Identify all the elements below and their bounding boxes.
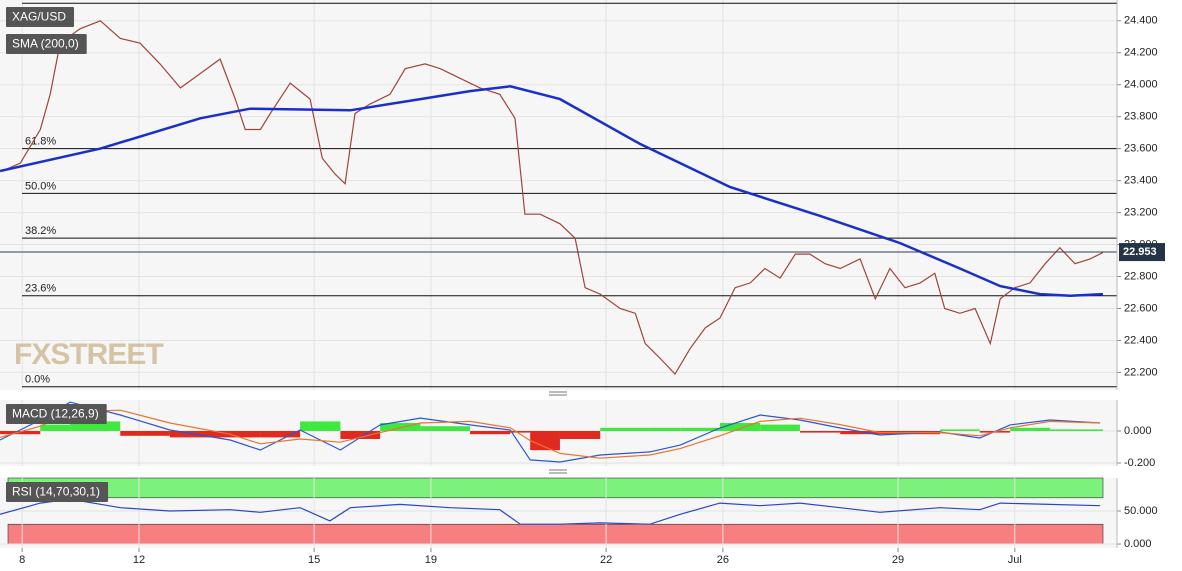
x-tick-label: 26 <box>717 554 729 566</box>
y-tick-label: 0.000 <box>1124 425 1152 437</box>
rsi-zone <box>7 477 1104 499</box>
histogram-bar <box>380 423 421 432</box>
plot-area <box>0 0 1117 390</box>
y-tick-label: 24.000 <box>1124 79 1158 91</box>
y-tick-label: 24.200 <box>1124 47 1158 59</box>
indicator-line <box>0 409 1101 459</box>
x-tick-label: Jul <box>1008 554 1022 566</box>
fib-label: 100.0% <box>25 0 63 2</box>
histogram-bar <box>420 426 471 432</box>
histogram-bar <box>680 427 720 432</box>
y-tick-label: 23.400 <box>1124 175 1158 187</box>
y-tick-label: -0.200 <box>1124 457 1155 469</box>
indicator-title-box <box>6 404 107 424</box>
x-tick-label: 12 <box>133 554 145 566</box>
x-tick-label: 15 <box>308 554 320 566</box>
histogram-bar <box>559 431 601 439</box>
histogram-bar <box>300 421 341 432</box>
y-tick-label: 0.000 <box>1124 538 1152 550</box>
indicator-line <box>0 401 1101 463</box>
legend-entry: XAG/USD <box>6 7 75 27</box>
fib-label: 0.0% <box>25 374 50 386</box>
watermark: FXSTREET <box>14 338 163 371</box>
x-tick-label: 29 <box>892 554 904 566</box>
histogram-bar <box>760 424 800 432</box>
indicator-line <box>0 498 1101 525</box>
y-tick-label: 24.400 <box>1124 15 1158 27</box>
histogram-bar <box>940 429 980 432</box>
y-tick-label: 22.600 <box>1124 302 1158 314</box>
price-line <box>2 20 1104 375</box>
histogram-bar <box>120 431 170 436</box>
y-tick-label: 22.400 <box>1124 334 1158 346</box>
y-tick-label: 22.800 <box>1124 270 1158 282</box>
last-price-tag <box>1119 243 1165 262</box>
histogram-bar <box>799 431 841 433</box>
y-tick-label: 23.800 <box>1124 111 1158 123</box>
indicator-title: MACD (12,26,9) <box>6 404 107 424</box>
x-tick-label: 19 <box>425 554 437 566</box>
indicator-line <box>0 85 1104 297</box>
histogram-bar <box>470 431 511 435</box>
fib-label: 23.6% <box>25 283 56 295</box>
histogram-bar <box>169 431 231 438</box>
fib-label: 50.0% <box>25 180 56 192</box>
legend-entry-text: SMA (200,0) <box>12 37 79 51</box>
y-tick-label: 23.200 <box>1124 206 1158 218</box>
histogram-bar <box>1100 429 1103 432</box>
y-tick-label: 22.200 <box>1124 366 1158 378</box>
histogram-bar <box>40 424 71 432</box>
histogram-bar <box>719 423 761 432</box>
histogram-bar <box>840 431 880 435</box>
legend-entry-box <box>6 34 87 54</box>
histogram-bar <box>1010 427 1050 432</box>
x-tick-label: 8 <box>19 554 25 566</box>
histogram-bar <box>0 431 41 435</box>
indicator-title: RSI (14,70,30,1) <box>6 482 109 502</box>
y-tick-label: 23.600 <box>1124 143 1158 155</box>
legend-entry-text: XAG/USD <box>12 10 66 24</box>
histogram-bar <box>70 421 121 432</box>
last-price-label: 22.953 <box>1123 246 1157 258</box>
y-tick-label: 50.000 <box>1124 505 1158 517</box>
indicator-title-text: RSI (14,70,30,1) <box>12 485 100 499</box>
panel-handles <box>549 391 567 474</box>
rsi-zone <box>7 523 1104 545</box>
x-tick-label: 22 <box>600 554 612 566</box>
indicator-title-box <box>6 482 109 502</box>
histogram-bar <box>340 431 381 439</box>
indicator-title-text: MACD (12,26,9) <box>12 407 99 421</box>
histogram-bar <box>230 431 261 438</box>
histogram-bar <box>600 427 650 432</box>
histogram-bar <box>649 427 681 432</box>
fib-label: 38.2% <box>25 225 56 237</box>
legend-entry-box <box>6 7 75 27</box>
fib-label: 61.8% <box>25 136 56 148</box>
histogram-bar <box>260 431 301 438</box>
legend-entry: SMA (200,0) <box>6 34 87 54</box>
histogram-bar <box>1049 429 1101 432</box>
histogram-bar <box>510 431 531 433</box>
histogram-bar <box>530 431 560 451</box>
